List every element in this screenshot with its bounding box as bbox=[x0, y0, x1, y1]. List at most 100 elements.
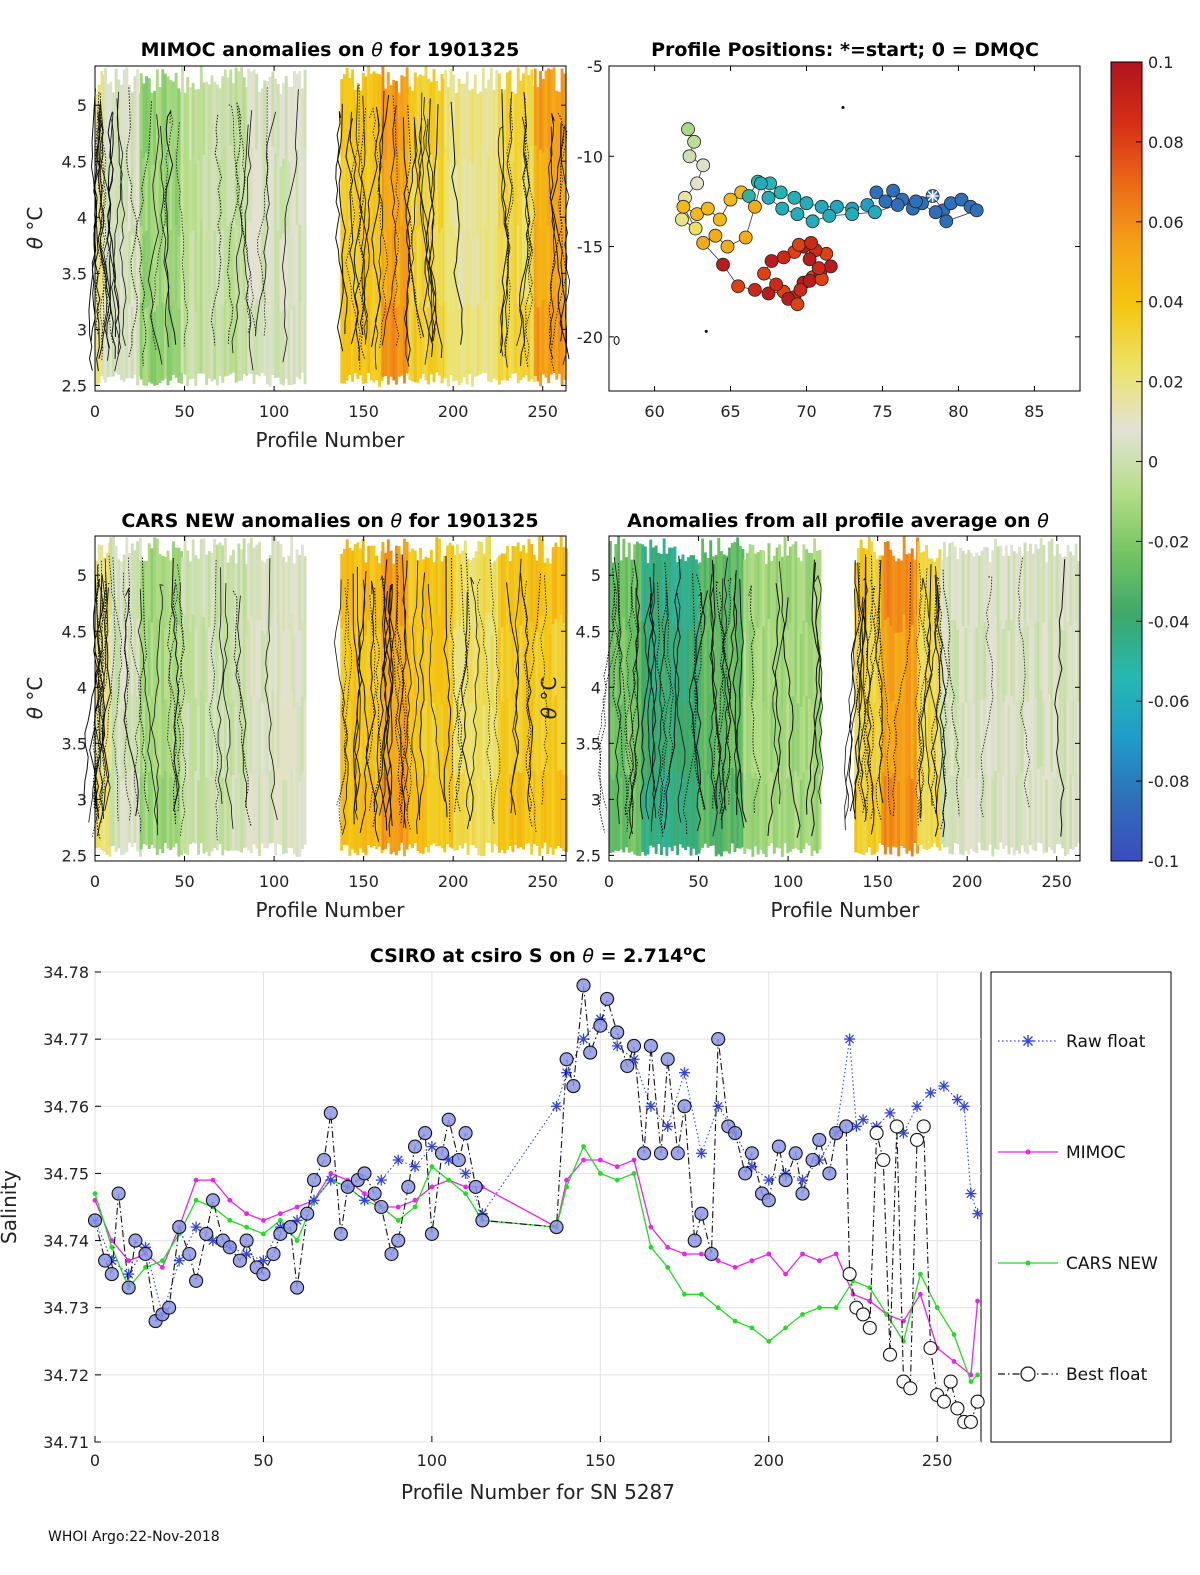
heatmap-cell bbox=[611, 779, 615, 853]
heatmap-cell bbox=[258, 777, 261, 856]
heatmap-cell bbox=[945, 701, 949, 775]
heatmap-cell bbox=[191, 539, 195, 616]
heatmap-cell bbox=[720, 703, 723, 781]
heatmap-cell bbox=[443, 629, 447, 705]
heatmap-cell bbox=[139, 632, 143, 706]
heatmap-cell bbox=[709, 616, 713, 694]
heatmap-cell bbox=[252, 148, 256, 228]
heatmap-cell bbox=[359, 232, 363, 305]
heatmap-cell bbox=[481, 220, 485, 297]
data-point-mimoc bbox=[968, 1372, 974, 1378]
heatmap-cell bbox=[506, 545, 509, 623]
heatmap-cell bbox=[260, 772, 264, 844]
heatmap-cell bbox=[686, 701, 690, 775]
heatmap-cell bbox=[247, 144, 251, 222]
heatmap-cell bbox=[405, 220, 409, 298]
heatmap-cell bbox=[117, 153, 121, 228]
heatmap-cell bbox=[725, 777, 729, 852]
heatmap-cell bbox=[386, 150, 390, 229]
heatmap-cell bbox=[913, 630, 917, 702]
heatmap-cell bbox=[403, 697, 406, 777]
heatmap-cell bbox=[453, 628, 457, 704]
heatmap-cell bbox=[395, 232, 398, 309]
data-point-cars-new bbox=[766, 1338, 772, 1344]
data-point-best-float bbox=[434, 1146, 450, 1161]
heatmap-cell bbox=[191, 690, 195, 767]
average-ylabel: θ °C bbox=[537, 677, 561, 720]
heatmap-cell bbox=[720, 551, 723, 628]
heatmap-cell bbox=[479, 232, 482, 304]
heatmap-cell bbox=[381, 66, 385, 145]
heatmap-cell bbox=[343, 228, 346, 307]
heatmap-cell bbox=[375, 775, 379, 850]
positions-panel: Profile Positions: *=start; 0 = DMQC 60 6… bbox=[577, 39, 1081, 421]
profile-position bbox=[790, 297, 805, 312]
heatmap-cell bbox=[533, 145, 537, 223]
contour-line bbox=[126, 87, 147, 367]
heatmap-cell bbox=[999, 694, 1003, 769]
heatmap-cell bbox=[630, 778, 634, 852]
heatmap-cell bbox=[125, 67, 129, 146]
heatmap-cell bbox=[120, 634, 123, 709]
heatmap-cell bbox=[372, 545, 376, 622]
contour-line bbox=[373, 583, 394, 813]
data-point-best-float bbox=[333, 1226, 348, 1241]
data-point-cars-new bbox=[884, 1312, 890, 1317]
heatmap-cell bbox=[120, 708, 123, 782]
heatmap-cell bbox=[956, 772, 960, 845]
heatmap-cell bbox=[183, 694, 187, 775]
profile-position bbox=[804, 235, 818, 250]
heatmap-cell bbox=[799, 561, 803, 635]
heatmap-cell bbox=[1039, 766, 1043, 844]
heatmap-cell bbox=[514, 302, 517, 374]
heatmap-cell bbox=[980, 550, 984, 626]
heatmap-cell bbox=[815, 701, 819, 778]
heatmap-cell bbox=[136, 69, 140, 149]
heatmap-cell bbox=[240, 625, 243, 702]
heatmap-cell bbox=[619, 776, 623, 850]
data-point-mimoc bbox=[597, 1157, 603, 1163]
heatmap-cell bbox=[443, 777, 447, 853]
heatmap-cell bbox=[614, 544, 618, 622]
data-point-raw-float bbox=[123, 1268, 135, 1280]
heatmap-cell bbox=[967, 625, 971, 703]
heatmap-cell bbox=[166, 550, 170, 626]
data-point-best-float bbox=[306, 1173, 322, 1188]
heatmap-cell bbox=[207, 304, 211, 379]
heatmap-cell bbox=[353, 160, 357, 232]
heatmap-cell bbox=[142, 560, 146, 632]
heatmap-cell bbox=[369, 303, 373, 381]
heatmap-cell bbox=[1058, 553, 1062, 627]
heatmap-cell bbox=[440, 633, 444, 706]
heatmap-cell bbox=[413, 304, 417, 383]
heatmap-cell bbox=[237, 543, 241, 621]
contour-line bbox=[355, 85, 370, 340]
heatmap-cell bbox=[147, 695, 151, 773]
heatmap-cell bbox=[199, 539, 203, 616]
heatmap-cell bbox=[271, 689, 275, 767]
heatmap-cell bbox=[258, 698, 261, 778]
heatmap-cell bbox=[783, 766, 787, 844]
data-point-cars-new bbox=[833, 1305, 839, 1311]
heatmap-cell bbox=[343, 74, 346, 152]
heatmap-cell bbox=[364, 635, 368, 710]
heatmap-cell bbox=[611, 634, 615, 708]
heatmap-cell bbox=[343, 548, 346, 624]
heatmap-cell bbox=[489, 67, 493, 147]
heatmap-cell bbox=[340, 553, 344, 629]
heatmap-cell bbox=[500, 701, 504, 776]
heatmap-cell bbox=[676, 781, 680, 856]
heatmap-cell bbox=[497, 228, 501, 307]
heatmap-cell bbox=[818, 550, 822, 626]
heatmap-cell bbox=[413, 623, 417, 698]
heatmap-cell bbox=[1010, 620, 1014, 697]
profile-position bbox=[799, 196, 814, 211]
heatmap-cell bbox=[448, 770, 452, 848]
heatmap-cell bbox=[748, 696, 752, 774]
legend-cars-marker bbox=[1025, 1260, 1031, 1266]
heatmap-cell bbox=[268, 308, 272, 387]
heatmap-cell bbox=[854, 635, 858, 708]
contour-line bbox=[861, 585, 877, 815]
heatmap-cell bbox=[268, 76, 272, 155]
heatmap-cell bbox=[249, 773, 253, 853]
